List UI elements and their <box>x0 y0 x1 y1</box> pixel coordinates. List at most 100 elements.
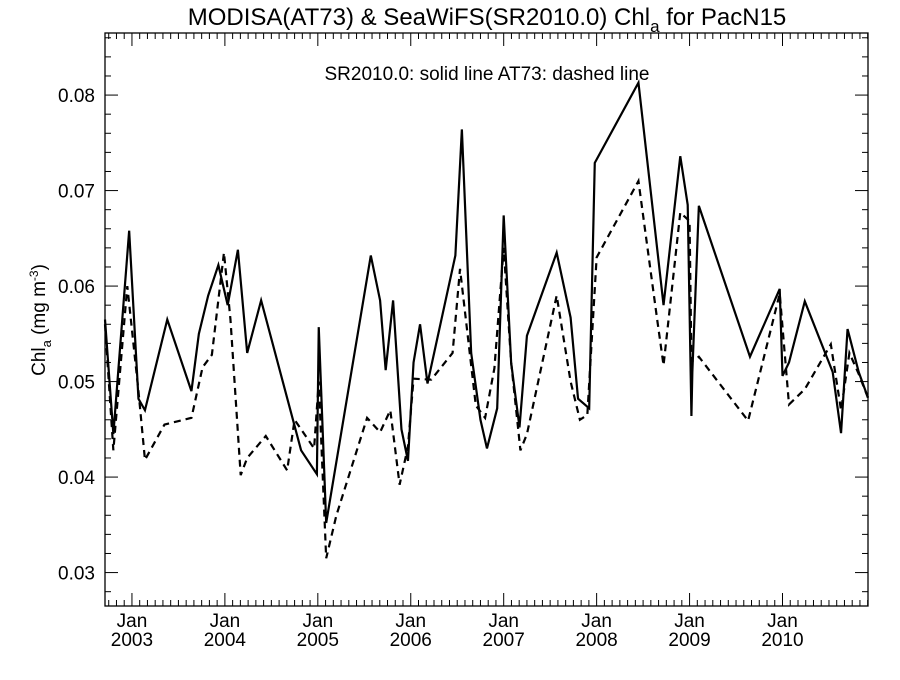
data-point-solid <box>781 375 783 377</box>
data-point-solid <box>166 318 168 320</box>
data-point-solid <box>137 398 139 400</box>
data-point-dashed <box>747 420 749 422</box>
data-point-solid <box>687 204 689 206</box>
data-point-dashed <box>265 435 267 437</box>
axes-layer: 0.030.040.050.060.070.08Jan2003Jan2004Ja… <box>58 33 869 651</box>
data-point-solid <box>526 335 528 337</box>
data-point-dashed <box>848 352 850 354</box>
data-point-solid <box>788 361 790 363</box>
data-point-solid <box>426 382 428 384</box>
data-point-dashed <box>201 366 203 368</box>
data-point-solid <box>698 205 700 207</box>
data-point-solid <box>779 288 781 290</box>
data-point-dashed <box>493 367 495 369</box>
x-tick-month-label: Jan <box>767 611 798 632</box>
data-point-dashed <box>586 414 588 416</box>
data-point-dashed <box>366 417 368 419</box>
data-point-solid <box>831 371 833 373</box>
series-layer <box>103 79 870 559</box>
data-point-dashed <box>555 294 557 296</box>
data-point-dashed <box>459 268 461 270</box>
data-point-solid <box>190 390 192 392</box>
data-point-dashed <box>788 403 790 405</box>
data-point-dashed <box>398 484 400 486</box>
x-tick-month-label: Jan <box>488 611 519 632</box>
data-point-dashed <box>104 323 106 325</box>
data-point-solid <box>412 361 414 363</box>
data-point-solid <box>144 409 146 411</box>
data-point-solid <box>637 81 639 83</box>
data-point-dashed <box>335 514 337 516</box>
x-tick-month-label: Jan <box>674 611 705 632</box>
x-tick-year-label: 2004 <box>204 630 247 651</box>
data-point-dashed <box>451 352 453 354</box>
data-point-dashed <box>840 409 842 411</box>
data-point-dashed <box>112 449 114 451</box>
data-point-solid <box>691 371 693 373</box>
data-point-dashed <box>662 364 664 366</box>
y-tick-label: 0.07 <box>58 182 95 203</box>
data-point-dashed <box>407 445 409 447</box>
data-point-solid <box>496 407 498 409</box>
x-tick-year-label: 2008 <box>575 630 617 651</box>
y-axis-label: Chla (mg m-3) <box>27 264 54 376</box>
data-point-solid <box>486 447 488 449</box>
data-point-dashed <box>239 474 241 476</box>
data-point-dashed <box>223 251 225 253</box>
data-point-dashed <box>144 459 146 461</box>
data-point-solid <box>198 333 200 335</box>
data-point-dashed <box>211 354 213 356</box>
data-point-dashed <box>679 211 681 213</box>
data-point-dashed <box>389 409 391 411</box>
data-point-solid <box>370 254 372 256</box>
data-point-dashed <box>475 404 477 406</box>
data-point-solid <box>577 398 579 400</box>
data-point-dashed <box>779 293 781 295</box>
data-point-solid <box>502 214 504 216</box>
data-point-solid <box>316 473 318 475</box>
data-point-dashed <box>318 380 320 382</box>
data-point-solid <box>461 128 463 130</box>
data-point-solid <box>318 326 320 328</box>
data-point-solid <box>555 251 557 253</box>
data-point-dashed <box>313 447 315 449</box>
data-point-dashed <box>246 457 248 459</box>
data-point-solid <box>384 369 386 371</box>
data-point-solid <box>407 460 409 462</box>
data-point-dashed <box>656 317 658 319</box>
data-point-solid <box>379 299 381 301</box>
x-tick-year-label: 2009 <box>668 630 710 651</box>
data-point-solid <box>804 300 806 302</box>
data-point-dashed <box>430 378 432 380</box>
x-tick-month-label: Jan <box>395 611 426 632</box>
series-line-at73 <box>103 177 870 559</box>
data-point-dashed <box>569 380 571 382</box>
y-tick-label: 0.08 <box>58 86 95 107</box>
data-point-dashed <box>867 397 869 399</box>
data-point-dashed <box>126 285 128 287</box>
data-point-dashed <box>688 220 690 222</box>
data-point-solid <box>846 328 848 330</box>
data-point-dashed <box>595 256 597 258</box>
data-point-dashed <box>229 318 231 320</box>
x-tick-year-label: 2003 <box>111 630 153 651</box>
data-point-dashed <box>190 417 192 419</box>
data-point-solid <box>260 299 262 301</box>
x-tick-month-label: Jan <box>581 611 612 632</box>
data-point-dashed <box>293 419 295 421</box>
data-point-solid <box>690 415 692 417</box>
data-point-dashed <box>484 417 486 419</box>
data-point-solid <box>569 316 571 318</box>
data-point-dashed <box>510 361 512 363</box>
data-point-dashed <box>637 180 639 182</box>
data-point-dashed <box>502 247 504 249</box>
data-point-solid <box>237 249 239 251</box>
chart-annotation: SR2010.0: solid line AT73: dashed line <box>325 64 650 85</box>
data-point-solid <box>128 229 130 231</box>
data-point-dashed <box>526 433 528 435</box>
data-point-dashed <box>379 431 381 433</box>
data-point-dashed <box>690 360 692 362</box>
data-point-solid <box>217 264 219 266</box>
data-point-solid <box>840 432 842 434</box>
